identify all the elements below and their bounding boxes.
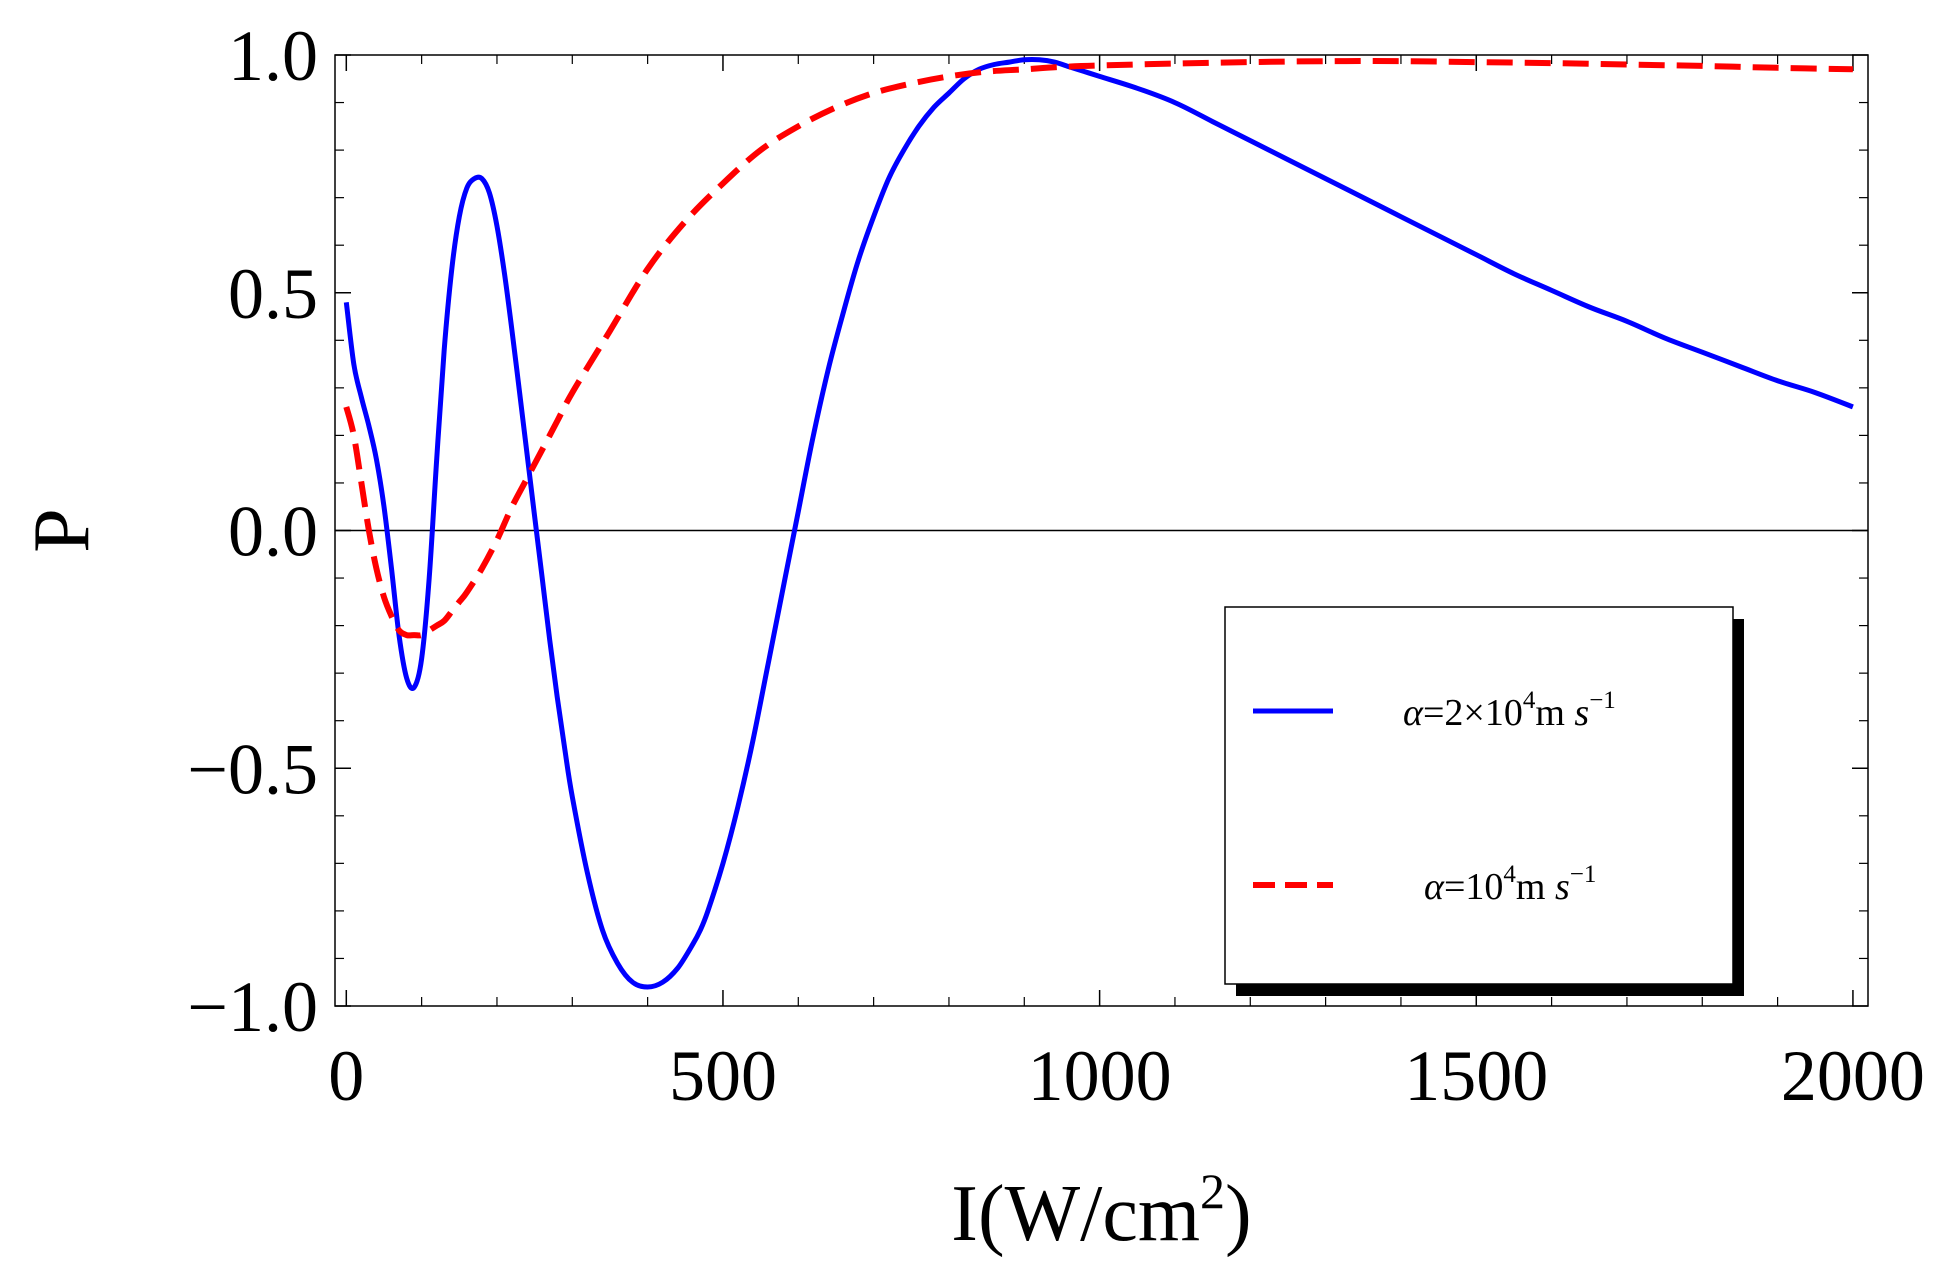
x-tick-label: 0 (328, 1036, 364, 1116)
legend-label-blue-eq: =2×10 (1423, 692, 1523, 734)
x-tick-label: 2000 (1781, 1036, 1925, 1116)
x-axis-title: I(W/cm2) (951, 1163, 1251, 1258)
x-tick-label: 1500 (1404, 1036, 1548, 1116)
y-tick-label: 0.5 (228, 254, 318, 334)
x-tick-label: 500 (669, 1036, 777, 1116)
legend-label-red-s: s (1555, 866, 1570, 908)
legend-label-blue-sexp: −1 (1589, 687, 1616, 714)
legend-label-red-sexp: −1 (1570, 861, 1597, 888)
series-line-blue-solid (343, 57, 1854, 990)
legend-label-red-exp: 4 (1503, 861, 1516, 888)
y-tick-label: 0.0 (228, 492, 318, 572)
series-line-red-dashed (343, 58, 1853, 639)
y-axis-title: P (18, 508, 106, 553)
y-tick-label: 1.0 (228, 16, 318, 96)
x-axis-title-sup: 2 (1200, 1163, 1225, 1219)
legend-box (1224, 606, 1734, 985)
legend-label-blue-exp: 4 (1523, 687, 1536, 714)
legend-label-red: α=104m s−1 (1424, 861, 1596, 908)
x-tick-label: 1000 (1028, 1036, 1172, 1116)
y-tick-label: −1.0 (187, 967, 318, 1047)
x-axis-title-end: ) (1225, 1170, 1252, 1258)
series-layer (343, 57, 1854, 990)
legend-label-blue-alpha: α (1403, 692, 1424, 734)
legend-label-red-unit: m (1516, 866, 1555, 908)
legend-label-blue: α=2×104m s−1 (1403, 687, 1616, 734)
x-tick-labels: 0 500 1000 1500 2000 (328, 1036, 1925, 1116)
legend-label-red-eq: =10 (1444, 866, 1503, 908)
x-axis-title-main: I(W/cm (951, 1170, 1200, 1258)
legend-label-blue-s: s (1574, 692, 1589, 734)
legend-label-red-alpha: α (1424, 866, 1445, 908)
major-ticks (335, 54, 1868, 1007)
minor-ticks (335, 55, 1868, 1006)
legend: α=2×104m s−1 α=104m s−1 (1224, 606, 1744, 996)
y-tick-label: −0.5 (187, 729, 318, 809)
legend-label-blue-unit: m (1535, 692, 1574, 734)
y-tick-labels: −1.0 −0.5 0.0 0.5 1.0 (187, 16, 318, 1047)
